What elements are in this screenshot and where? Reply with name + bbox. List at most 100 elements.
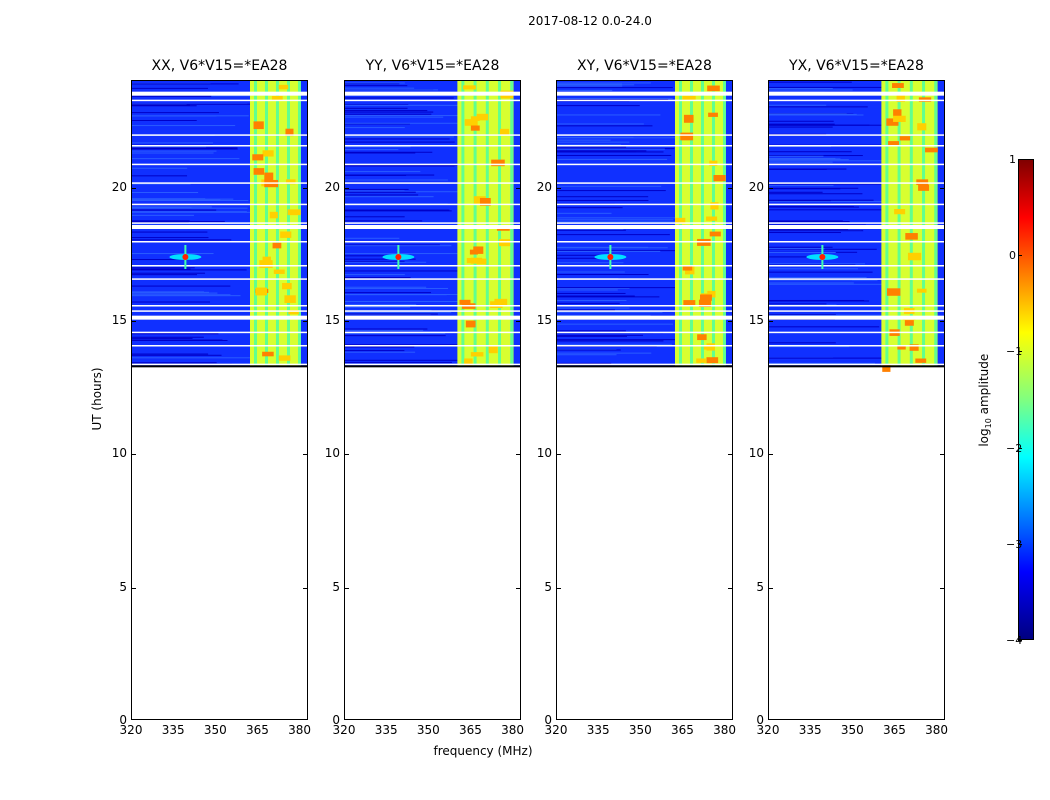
heatmap-texture-row (132, 103, 251, 105)
y-axis-label: UT (hours) (90, 367, 104, 431)
flagged-row (345, 163, 520, 166)
heatmap-texture-row (132, 272, 205, 274)
heatmap-texture-row (345, 258, 416, 260)
heatmap-texture-row (769, 346, 850, 348)
flagged-row (557, 241, 732, 243)
heatmap-texture-row (769, 209, 893, 211)
colorbar-tick-label: −3 (1006, 537, 1023, 551)
y-tick (557, 454, 561, 456)
heatmap-texture-row (132, 152, 214, 154)
heatmap-texture-row (557, 125, 653, 127)
rfi-hotspot (696, 358, 706, 363)
x-tick (429, 719, 430, 720)
rfi-hotspot (470, 352, 484, 357)
heatmap-texture-row (345, 107, 408, 109)
heatmap-texture-row (769, 201, 887, 203)
flagged-row (132, 265, 307, 267)
flagged-row (557, 315, 732, 320)
rfi-hotspot (709, 160, 718, 167)
rfi-hotspot (473, 196, 486, 204)
heatmap-texture-row (345, 253, 458, 255)
flagged-row (557, 203, 732, 206)
heatmap-texture-row (345, 314, 431, 316)
heatmap-texture-row (557, 141, 630, 143)
y-tick-right (516, 321, 520, 322)
y-tick-label: 20 (748, 179, 764, 194)
heatmap-texture-row (557, 207, 623, 209)
flagged-row (557, 310, 732, 312)
rfi-hotspot (479, 197, 491, 206)
y-tick-right (728, 454, 732, 456)
heatmap-texture-row (132, 200, 249, 202)
flagged-row (769, 241, 944, 243)
heatmap (132, 81, 307, 368)
heatmap-texture-row (557, 234, 670, 236)
rfi-hotspot (464, 119, 478, 126)
y-tick (132, 321, 136, 322)
heatmap-texture-row (557, 348, 617, 350)
y-tick-label: 0 (756, 713, 764, 727)
heatmap-texture-row (345, 141, 455, 143)
heatmap-texture-row (345, 194, 419, 196)
rfi-hotspot (278, 84, 289, 90)
heatmap-texture-row (769, 124, 870, 126)
data-edge-line (557, 365, 732, 368)
x-tick (726, 719, 727, 720)
heatmap-texture-row (769, 248, 825, 250)
y-tick-label: 0 (544, 713, 552, 727)
rfi-hotspot (499, 128, 510, 135)
heatmap-texture-row (345, 127, 405, 129)
heatmap-texture-row (769, 123, 835, 125)
heatmap-texture-row (557, 148, 675, 150)
flagged-row (557, 91, 732, 96)
heatmap-texture-row (345, 122, 463, 124)
rfi-hotspot (499, 239, 511, 247)
heatmap-texture-row (769, 86, 892, 88)
y-tick (769, 187, 773, 189)
heatmap-texture-row (345, 113, 432, 115)
heatmap-texture-row (557, 148, 665, 150)
flagged-row (557, 134, 732, 136)
heatmap-texture-row (132, 268, 191, 270)
y-tick (557, 187, 561, 189)
flagged-row (345, 315, 520, 320)
heatmap-texture-row (132, 291, 210, 293)
heatmap-texture-row (345, 287, 449, 289)
rfi-hotspot (253, 168, 265, 175)
flagged-row (557, 331, 732, 334)
flagged-row (132, 315, 307, 320)
heatmap-texture-row (345, 261, 427, 263)
heatmap-texture-row (345, 82, 405, 84)
heatmap-texture-row (769, 188, 841, 190)
heatmap-texture-row (345, 216, 405, 218)
heatmap-texture-row (557, 352, 652, 354)
rfi-hotspot (707, 290, 716, 298)
heatmap-texture-row (769, 120, 834, 122)
heatmap-texture-row (769, 106, 868, 108)
heatmap-texture-row (132, 119, 197, 121)
heatmap-texture-row (557, 287, 630, 289)
x-tick (258, 719, 259, 720)
heatmap-texture-row (557, 295, 635, 297)
heatmap-texture-row (769, 362, 875, 364)
x-tick-label: 335 (374, 723, 398, 737)
rfi-hotspot (491, 159, 505, 167)
heatmap-texture-row (769, 159, 849, 161)
x-tick-label: 365 (882, 723, 906, 737)
heatmap-texture-row (557, 229, 626, 231)
rfi-hotspot (253, 121, 264, 130)
rfi-hotspot (915, 358, 927, 363)
heatmap-texture-row (557, 217, 680, 219)
heatmap-texture-row (769, 342, 836, 344)
heatmap-texture-row (132, 183, 191, 185)
flagged-row (132, 91, 307, 96)
panel-title: YY, V6*V15=*EA28 (365, 58, 500, 74)
heatmap-texture-row (132, 214, 194, 216)
rfi-hotspot (918, 184, 930, 191)
heatmap-texture-row (345, 85, 408, 87)
rfi-hotspot (255, 287, 267, 296)
heatmap-texture-row (769, 155, 863, 157)
heatmap-texture-row (557, 302, 620, 304)
rfi-hotspot (488, 346, 498, 354)
heatmap-texture-row (769, 357, 883, 359)
